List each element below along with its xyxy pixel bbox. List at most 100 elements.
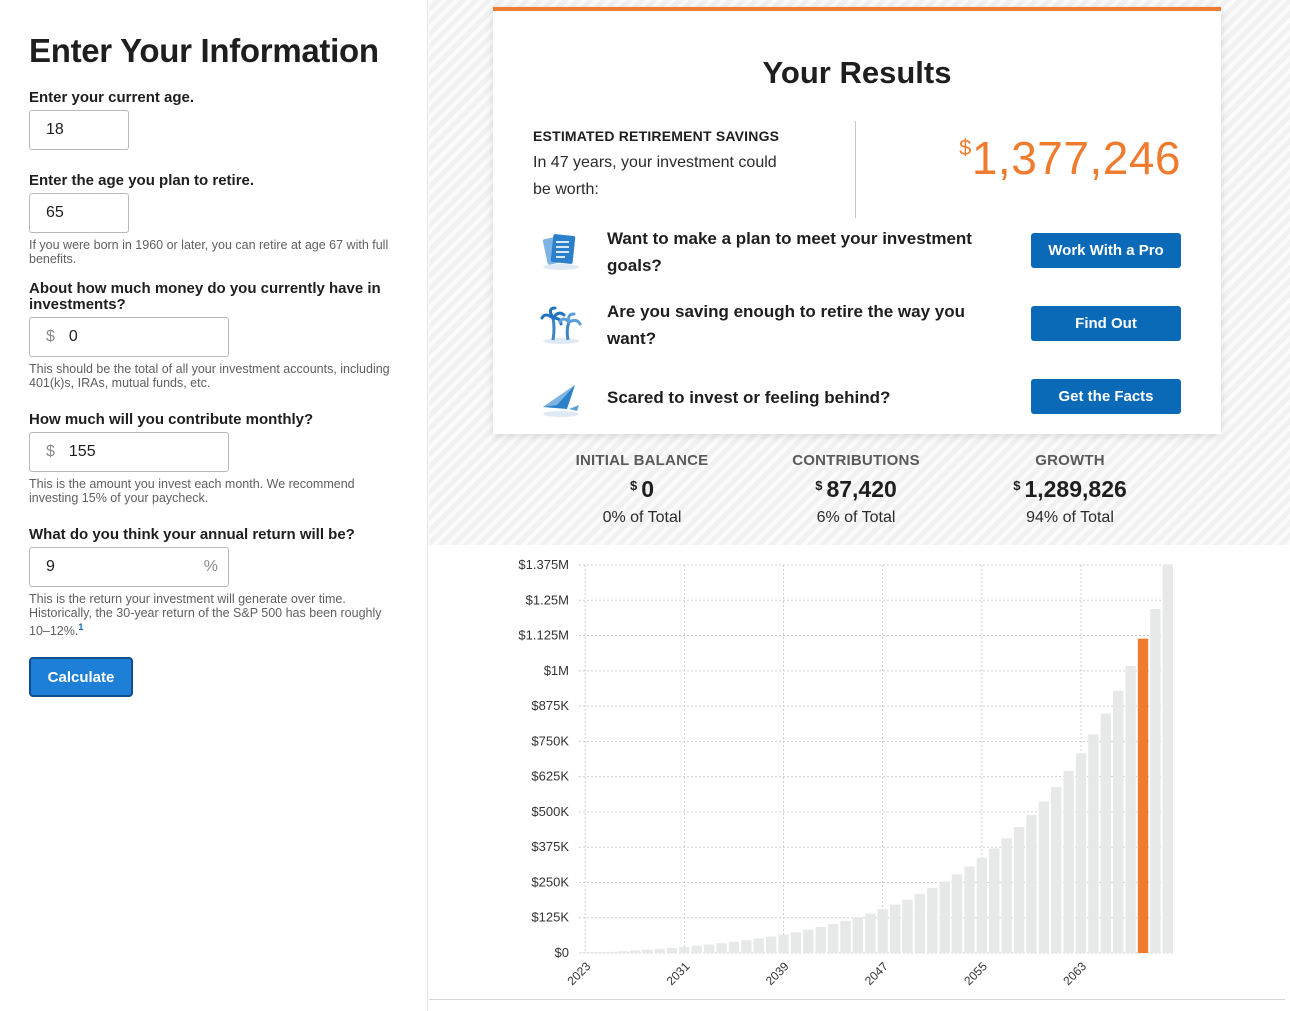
chart-bar[interactable]	[641, 949, 653, 953]
chart-bar[interactable]	[1125, 665, 1136, 953]
annual-return-input[interactable]: 9 %	[29, 547, 229, 587]
y-axis-labels: $0 $125K $250K $375K $500K $625K $750K $875K $1M…	[518, 557, 569, 960]
stat-amount: 87,420	[826, 476, 897, 502]
cta-text-find-out: Are you saving enough to retire the way …	[607, 302, 966, 348]
chart-bar[interactable]	[753, 938, 764, 953]
x-tick-label: 2063	[1060, 959, 1089, 988]
chart-bar[interactable]	[902, 899, 913, 953]
chart-bar[interactable]	[679, 946, 690, 953]
chart-bar[interactable]	[790, 932, 802, 953]
chart-bar[interactable]	[927, 888, 938, 953]
chart-bar[interactable]	[1150, 608, 1161, 953]
chart-bar[interactable]	[889, 904, 901, 953]
chart-bar[interactable]	[827, 924, 839, 953]
results-title: Your Results	[762, 55, 952, 90]
chart-bar[interactable]	[1113, 690, 1124, 953]
chart-bar[interactable]	[1001, 838, 1012, 953]
chart-bar[interactable]	[1013, 827, 1025, 953]
chart-bar[interactable]	[951, 874, 963, 953]
stat-currency: $	[629, 478, 638, 493]
chart-bar[interactable]	[654, 948, 665, 953]
palm-trees-icon	[540, 306, 582, 344]
chart-bar[interactable]	[964, 866, 975, 953]
current-age-value: 18	[46, 121, 64, 138]
chart-bar[interactable]	[691, 945, 702, 953]
estimate-description: In 47 years, your investment could be wo…	[533, 154, 777, 198]
find-out-button[interactable]: Find Out	[1031, 306, 1181, 341]
retire-age-input[interactable]: 65	[29, 193, 129, 233]
chart-bars	[580, 564, 1173, 953]
stat-growth: GROWTH $1,289,826 94% of Total	[963, 452, 1177, 527]
chart-bar[interactable]	[840, 920, 851, 953]
chart-bar[interactable]	[741, 940, 752, 953]
chart-bar[interactable]	[1075, 753, 1087, 953]
get-the-facts-button[interactable]: Get the Facts	[1031, 379, 1181, 414]
bottom-divider	[429, 999, 1285, 1000]
cta-text-facts: Scared to invest or feeling behind?	[607, 388, 891, 407]
retire-age-label: Enter the age you plan to retire.	[29, 172, 255, 189]
currency-symbol: $	[46, 443, 55, 460]
annual-return-label: What do you think your annual return wil…	[29, 526, 355, 543]
chart-bar[interactable]	[989, 848, 1000, 953]
current-investments-hint: This should be the total of all your inv…	[29, 362, 390, 390]
current-investments-label: About how much money do you currently ha…	[29, 280, 381, 313]
footnote-link[interactable]: 1	[78, 622, 84, 632]
chart-bar[interactable]	[877, 909, 888, 953]
y-tick-label: $500K	[531, 804, 569, 819]
stat-initial-balance: INITIAL BALANCE $0 0% of Total	[535, 452, 749, 527]
chart-bar[interactable]	[716, 943, 727, 953]
chart-bar[interactable]	[976, 857, 988, 953]
chart-bar[interactable]	[865, 913, 876, 953]
chart-bar-highlight[interactable]	[1137, 638, 1149, 953]
y-tick-label: $1M	[544, 663, 569, 678]
chart-bar[interactable]	[1100, 713, 1112, 953]
chart-bar[interactable]	[728, 941, 740, 953]
monthly-contribution-value: 155	[68, 443, 96, 460]
chart-bar[interactable]	[765, 936, 777, 953]
work-with-a-pro-button[interactable]: Work With a Pro	[1031, 233, 1181, 268]
chart-bar[interactable]	[629, 950, 640, 953]
chart-bar[interactable]	[1063, 770, 1074, 953]
chart-bar[interactable]	[1162, 564, 1173, 953]
retire-age-hint: If you were born in 1960 or later, you c…	[29, 238, 389, 266]
chart-bar[interactable]	[1088, 734, 1099, 953]
stat-label: CONTRIBUTIONS	[792, 452, 920, 469]
chart-bar[interactable]	[778, 934, 789, 953]
monthly-contribution-input[interactable]: $ 155	[29, 432, 229, 472]
current-investments-input[interactable]: $ 0	[29, 317, 229, 357]
chart-bar[interactable]	[1038, 801, 1050, 953]
chart-bar[interactable]	[803, 929, 814, 953]
calculate-button[interactable]: Calculate	[29, 657, 133, 697]
cta-row-pro: Want to make a plan to meet your investm…	[533, 223, 1181, 279]
chart-bar[interactable]	[703, 944, 715, 953]
y-tick-label: $1.25M	[526, 592, 569, 607]
chart-bar[interactable]	[815, 927, 826, 953]
chart-bar[interactable]	[617, 951, 628, 953]
retire-age-value: 65	[46, 204, 64, 221]
chart-bar[interactable]	[852, 917, 864, 953]
card-divider	[855, 121, 856, 218]
y-tick-label: $0	[555, 945, 569, 960]
chart-bar[interactable]	[592, 952, 603, 953]
stat-amount: 1,289,826	[1024, 476, 1127, 502]
chart-bar[interactable]	[580, 952, 591, 953]
chart-bar[interactable]	[914, 894, 926, 953]
chart-bar[interactable]	[666, 947, 678, 953]
stat-percent: 6% of Total	[816, 509, 896, 526]
stat-currency: $	[1013, 478, 1021, 493]
annual-return-value: 9	[46, 558, 55, 575]
chart-bar[interactable]	[1026, 814, 1037, 953]
stat-contributions: CONTRIBUTIONS $87,420 6% of Total	[749, 452, 963, 527]
x-tick-label: 2055	[961, 959, 990, 988]
chart-grid	[579, 564, 1174, 954]
x-axis-labels: 2023 2031 2039 2047 2055 2063	[565, 959, 1090, 988]
chart-bar[interactable]	[1051, 786, 1062, 953]
monthly-contribution-label: How much will you contribute monthly?	[29, 411, 314, 428]
chart-bar[interactable]	[939, 881, 950, 953]
savings-growth-chart: $0 $125K $250K $375K $500K $625K $750K $875K $1M…	[518, 557, 1174, 988]
current-age-input[interactable]: 18	[29, 110, 129, 150]
x-tick-label: 2023	[565, 959, 594, 988]
chart-bar[interactable]	[604, 951, 616, 953]
estimate-currency: $	[959, 135, 972, 160]
document-stack-icon	[542, 234, 579, 270]
